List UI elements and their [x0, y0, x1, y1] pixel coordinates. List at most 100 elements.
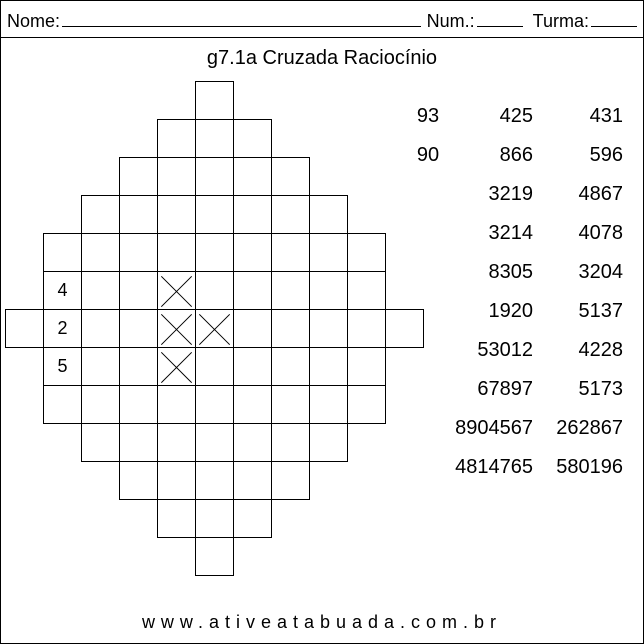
grid-cell[interactable]	[195, 119, 234, 158]
grid-cell[interactable]	[195, 499, 234, 538]
grid-cell[interactable]	[195, 309, 234, 348]
number-cell: 3219	[447, 175, 541, 214]
turma-label: Turma:	[533, 11, 589, 32]
grid-cell[interactable]	[271, 195, 310, 234]
grid-cell[interactable]	[233, 119, 272, 158]
grid-cell[interactable]	[119, 423, 158, 462]
grid-cell[interactable]	[157, 195, 196, 234]
grid-cell[interactable]	[233, 233, 272, 272]
header-row: Nome: Num.: Turma:	[7, 9, 637, 32]
grid-cell[interactable]	[271, 309, 310, 348]
grid-cell[interactable]	[157, 233, 196, 272]
grid-cell[interactable]	[43, 385, 82, 424]
grid-cell[interactable]	[157, 385, 196, 424]
grid-cell[interactable]	[81, 347, 120, 386]
grid-cell[interactable]	[233, 423, 272, 462]
grid-cell[interactable]	[119, 385, 158, 424]
number-list: 9342543190866596321948673214407883053204…	[357, 97, 631, 487]
grid-cell[interactable]	[195, 233, 234, 272]
grid-cell[interactable]	[271, 271, 310, 310]
grid-cell[interactable]	[233, 461, 272, 500]
grid-cell[interactable]	[233, 195, 272, 234]
grid-cell[interactable]	[81, 271, 120, 310]
grid-cell[interactable]: 2	[43, 309, 82, 348]
grid-cell[interactable]	[81, 195, 120, 234]
grid-cell[interactable]	[309, 347, 348, 386]
grid-cell[interactable]	[157, 271, 196, 310]
grid-cell[interactable]	[195, 385, 234, 424]
grid-cell[interactable]	[233, 309, 272, 348]
grid-cell[interactable]	[157, 119, 196, 158]
number-cell: 580196	[541, 448, 631, 487]
number-cell: 3214	[447, 214, 541, 253]
cell-value: 5	[57, 356, 67, 377]
grid-cell[interactable]	[271, 385, 310, 424]
grid-cell[interactable]	[233, 271, 272, 310]
grid-cell[interactable]	[195, 423, 234, 462]
footer-url: www.ativeatabuada.com.br	[1, 612, 643, 633]
num-field[interactable]	[477, 9, 523, 27]
number-cell	[357, 175, 447, 214]
grid-cell[interactable]	[195, 461, 234, 500]
number-cell	[357, 292, 447, 331]
grid-cell[interactable]	[43, 233, 82, 272]
number-cell: 4867	[541, 175, 631, 214]
number-cell: 1920	[447, 292, 541, 331]
grid-cell[interactable]	[309, 271, 348, 310]
grid-cell[interactable]	[309, 195, 348, 234]
grid-cell[interactable]	[157, 499, 196, 538]
grid-cell[interactable]	[5, 309, 44, 348]
grid-cell[interactable]	[119, 195, 158, 234]
grid-cell[interactable]	[157, 157, 196, 196]
number-row: 19205137	[357, 292, 631, 331]
number-cell: 53012	[447, 331, 541, 370]
grid-cell[interactable]	[81, 309, 120, 348]
turma-field[interactable]	[591, 9, 637, 27]
grid-cell[interactable]	[309, 233, 348, 272]
grid-cell[interactable]	[81, 233, 120, 272]
number-cell	[357, 409, 447, 448]
grid-cell[interactable]	[157, 423, 196, 462]
grid-cell[interactable]	[119, 461, 158, 500]
grid-cell[interactable]	[233, 385, 272, 424]
grid-cell[interactable]: 4	[43, 271, 82, 310]
grid-cell[interactable]	[195, 271, 234, 310]
number-cell: 5137	[541, 292, 631, 331]
grid-cell[interactable]	[309, 385, 348, 424]
number-cell	[357, 370, 447, 409]
grid-cell[interactable]	[195, 157, 234, 196]
grid-cell[interactable]	[233, 157, 272, 196]
grid-cell[interactable]	[81, 423, 120, 462]
number-row: 678975173	[357, 370, 631, 409]
grid-cell[interactable]	[195, 81, 234, 120]
grid-cell[interactable]	[271, 423, 310, 462]
grid-cell[interactable]	[157, 461, 196, 500]
grid-cell[interactable]	[119, 347, 158, 386]
grid-cell[interactable]	[271, 157, 310, 196]
grid-cell[interactable]	[195, 195, 234, 234]
grid-cell[interactable]	[309, 309, 348, 348]
grid-cell[interactable]	[233, 347, 272, 386]
grid-cell[interactable]: 5	[43, 347, 82, 386]
grid-cell[interactable]	[157, 347, 196, 386]
grid-cell[interactable]	[195, 537, 234, 576]
grid-cell[interactable]	[309, 423, 348, 462]
grid-cell[interactable]	[271, 233, 310, 272]
number-cell: 93	[357, 97, 447, 136]
grid-cell[interactable]	[119, 271, 158, 310]
grid-cell[interactable]	[271, 461, 310, 500]
nome-field[interactable]	[62, 9, 421, 27]
number-row: 530124228	[357, 331, 631, 370]
grid-cell[interactable]	[233, 499, 272, 538]
grid-cell[interactable]	[119, 233, 158, 272]
grid-cell[interactable]	[157, 309, 196, 348]
grid-cell[interactable]	[195, 347, 234, 386]
number-cell	[357, 448, 447, 487]
grid-cell[interactable]	[271, 347, 310, 386]
grid-cell[interactable]	[81, 385, 120, 424]
number-table: 9342543190866596321948673214407883053204…	[357, 97, 631, 487]
grid-cell[interactable]	[119, 309, 158, 348]
grid-cell[interactable]	[119, 157, 158, 196]
number-cell: 90	[357, 136, 447, 175]
number-cell: 4814765	[447, 448, 541, 487]
